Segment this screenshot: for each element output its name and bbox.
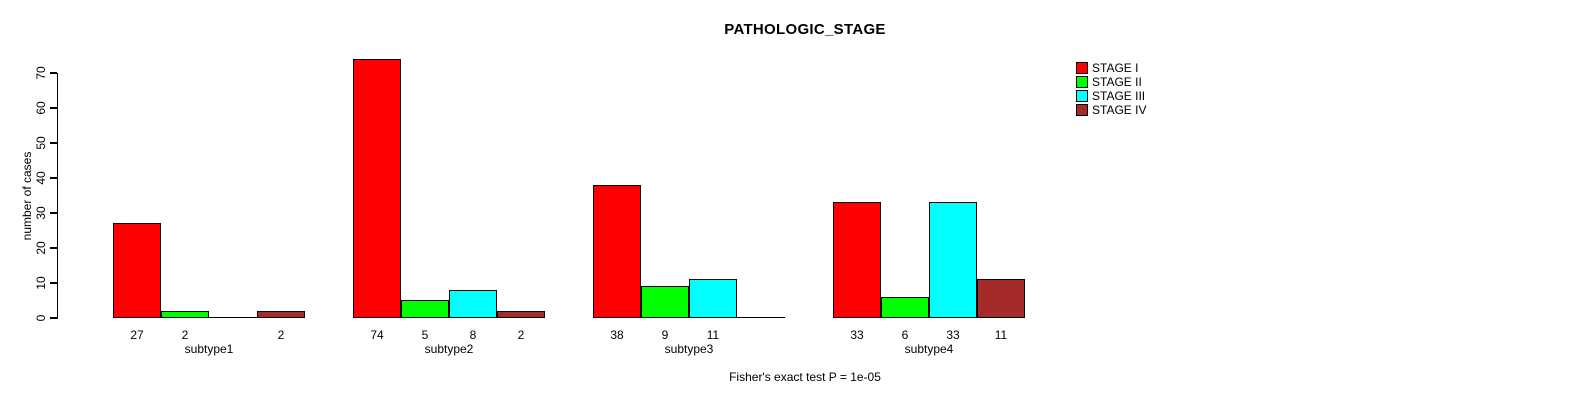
legend: STAGE I STAGE II STAGE III STAGE IV <box>1076 60 1147 117</box>
bar-stage-i-subtype1 <box>113 223 161 318</box>
legend-label: STAGE III <box>1092 88 1146 103</box>
bar-stage-ii-subtype2 <box>401 300 449 318</box>
legend-row: STAGE I <box>1076 60 1146 75</box>
bar-stage-i-subtype3 <box>593 185 641 318</box>
bar-value-label: 11 <box>994 328 1008 342</box>
y-axis-tick-label: 70 <box>34 66 48 80</box>
y-axis-line <box>56 73 58 319</box>
y-axis-tick <box>49 72 57 74</box>
legend-label: STAGE IV <box>1092 102 1147 117</box>
y-axis-tick-label: 0 <box>34 314 48 322</box>
y-axis-tick-label: 20 <box>34 241 48 255</box>
legend-label: STAGE I <box>1092 60 1139 75</box>
legend-swatch-icon <box>1076 75 1088 88</box>
legend-row: STAGE III <box>1076 88 1146 103</box>
y-axis-tick-label: 10 <box>34 276 48 290</box>
bar-stage-iii-subtype1-zero <box>209 316 257 318</box>
y-axis-tick <box>49 142 57 144</box>
bar-value-label: 27 <box>130 328 144 342</box>
y-axis-tick-label: 50 <box>34 136 48 150</box>
y-axis-tick-label: 30 <box>34 206 48 220</box>
bar-value-label: 6 <box>901 328 909 342</box>
bar-stage-ii-subtype1 <box>161 311 209 318</box>
legend-swatch-icon <box>1076 61 1088 74</box>
bar-stage-ii-subtype3 <box>641 286 689 318</box>
legend-swatch-icon <box>1076 89 1088 102</box>
legend-row: STAGE IV <box>1076 102 1147 117</box>
bar-value-label: 33 <box>946 328 960 342</box>
bar-value-label: 5 <box>421 328 429 342</box>
bar-value-label: 33 <box>850 328 864 342</box>
bar-stage-i-subtype4 <box>833 202 881 318</box>
bar-stage-iv-subtype2 <box>497 311 545 318</box>
bar-value-label: 8 <box>469 328 477 342</box>
y-axis-tick <box>49 247 57 249</box>
category-label-subtype1: subtype1 <box>184 342 234 356</box>
bar-stage-ii-subtype4 <box>881 297 929 318</box>
bar-stage-iv-subtype1 <box>257 311 305 318</box>
bar-value-label: 2 <box>277 328 285 342</box>
category-label-subtype2: subtype2 <box>424 342 474 356</box>
y-axis-tick <box>49 317 57 319</box>
y-axis-tick-label: 40 <box>34 171 48 185</box>
bar-value-label: 2 <box>517 328 525 342</box>
bar-value-label: 38 <box>610 328 624 342</box>
legend-label: STAGE II <box>1092 74 1142 89</box>
bar-stage-iv-subtype4 <box>977 279 1025 318</box>
legend-swatch-icon <box>1076 103 1088 116</box>
caption: Fisher's exact test P = 1e-05 <box>729 370 881 384</box>
bar-stage-iii-subtype2 <box>449 290 497 318</box>
bar-value-label: 2 <box>181 328 189 342</box>
legend-row: STAGE II <box>1076 74 1146 89</box>
bar-value-label: 74 <box>370 328 384 342</box>
bar-value-label: 9 <box>661 328 669 342</box>
bar-stage-iii-subtype4 <box>929 202 977 318</box>
y-axis-tick <box>49 177 57 179</box>
y-axis-tick <box>49 212 57 214</box>
y-axis-tick <box>49 282 57 284</box>
y-axis-title: number of cases <box>20 151 34 241</box>
bar-stage-iv-subtype3-zero <box>737 316 785 318</box>
category-label-subtype4: subtype4 <box>904 342 954 356</box>
category-label-subtype3: subtype3 <box>664 342 714 356</box>
chart-title: PATHOLOGIC_STAGE <box>724 21 886 38</box>
y-axis-tick <box>49 107 57 109</box>
y-axis-tick-label: 60 <box>34 101 48 115</box>
bar-value-label: 11 <box>706 328 720 342</box>
bar-stage-i-subtype2 <box>353 59 401 318</box>
bar-stage-iii-subtype3 <box>689 279 737 318</box>
